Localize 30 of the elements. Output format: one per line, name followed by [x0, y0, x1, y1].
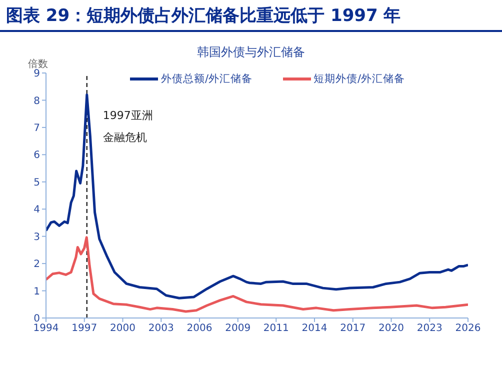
- legend-label: 外债总额/外汇储备: [161, 72, 253, 86]
- chart-subtitle: 韩国外债与外汇储备: [197, 45, 305, 59]
- x-tick-label: 2000: [110, 323, 136, 334]
- x-tick-label: 2020: [378, 323, 404, 334]
- annotation: 1997亚洲金融危机: [102, 108, 154, 146]
- chart-title: 图表 29：短期外债占外汇储备比重远低于 1997 年: [6, 5, 401, 27]
- y-tick-label: 3: [34, 232, 40, 243]
- y-tick-label: 2: [34, 259, 40, 270]
- y-tick-label: 6: [34, 150, 40, 162]
- y-tick-label: 9: [34, 68, 40, 80]
- line-series: [46, 94, 468, 300]
- y-tick-label: 0: [34, 314, 40, 325]
- x-tick-label: 2023: [416, 323, 442, 334]
- y-tick-label: 1: [34, 286, 40, 298]
- x-tick-label: 2009: [225, 323, 251, 334]
- y-tick-label: 7: [34, 122, 40, 134]
- x-tick-label: 1997: [72, 323, 98, 334]
- y-tick-label: 5: [34, 177, 40, 188]
- line-series: [46, 236, 468, 313]
- x-tick-label: 2026: [455, 323, 481, 334]
- y-tick-label: 8: [34, 96, 40, 107]
- y-tick-label: 4: [34, 204, 40, 216]
- x-tick-label: 2017: [340, 323, 366, 334]
- y-axis-title: 倍数: [28, 58, 48, 70]
- x-tick-label: 1994: [33, 323, 59, 334]
- legend-label: 短期外债/外汇储备: [314, 72, 406, 86]
- x-tick-label: 2014: [302, 323, 328, 334]
- x-tick-label: 2011: [263, 323, 289, 334]
- x-tick-label: 2003: [148, 323, 174, 334]
- x-tick-label: 2006: [186, 323, 212, 334]
